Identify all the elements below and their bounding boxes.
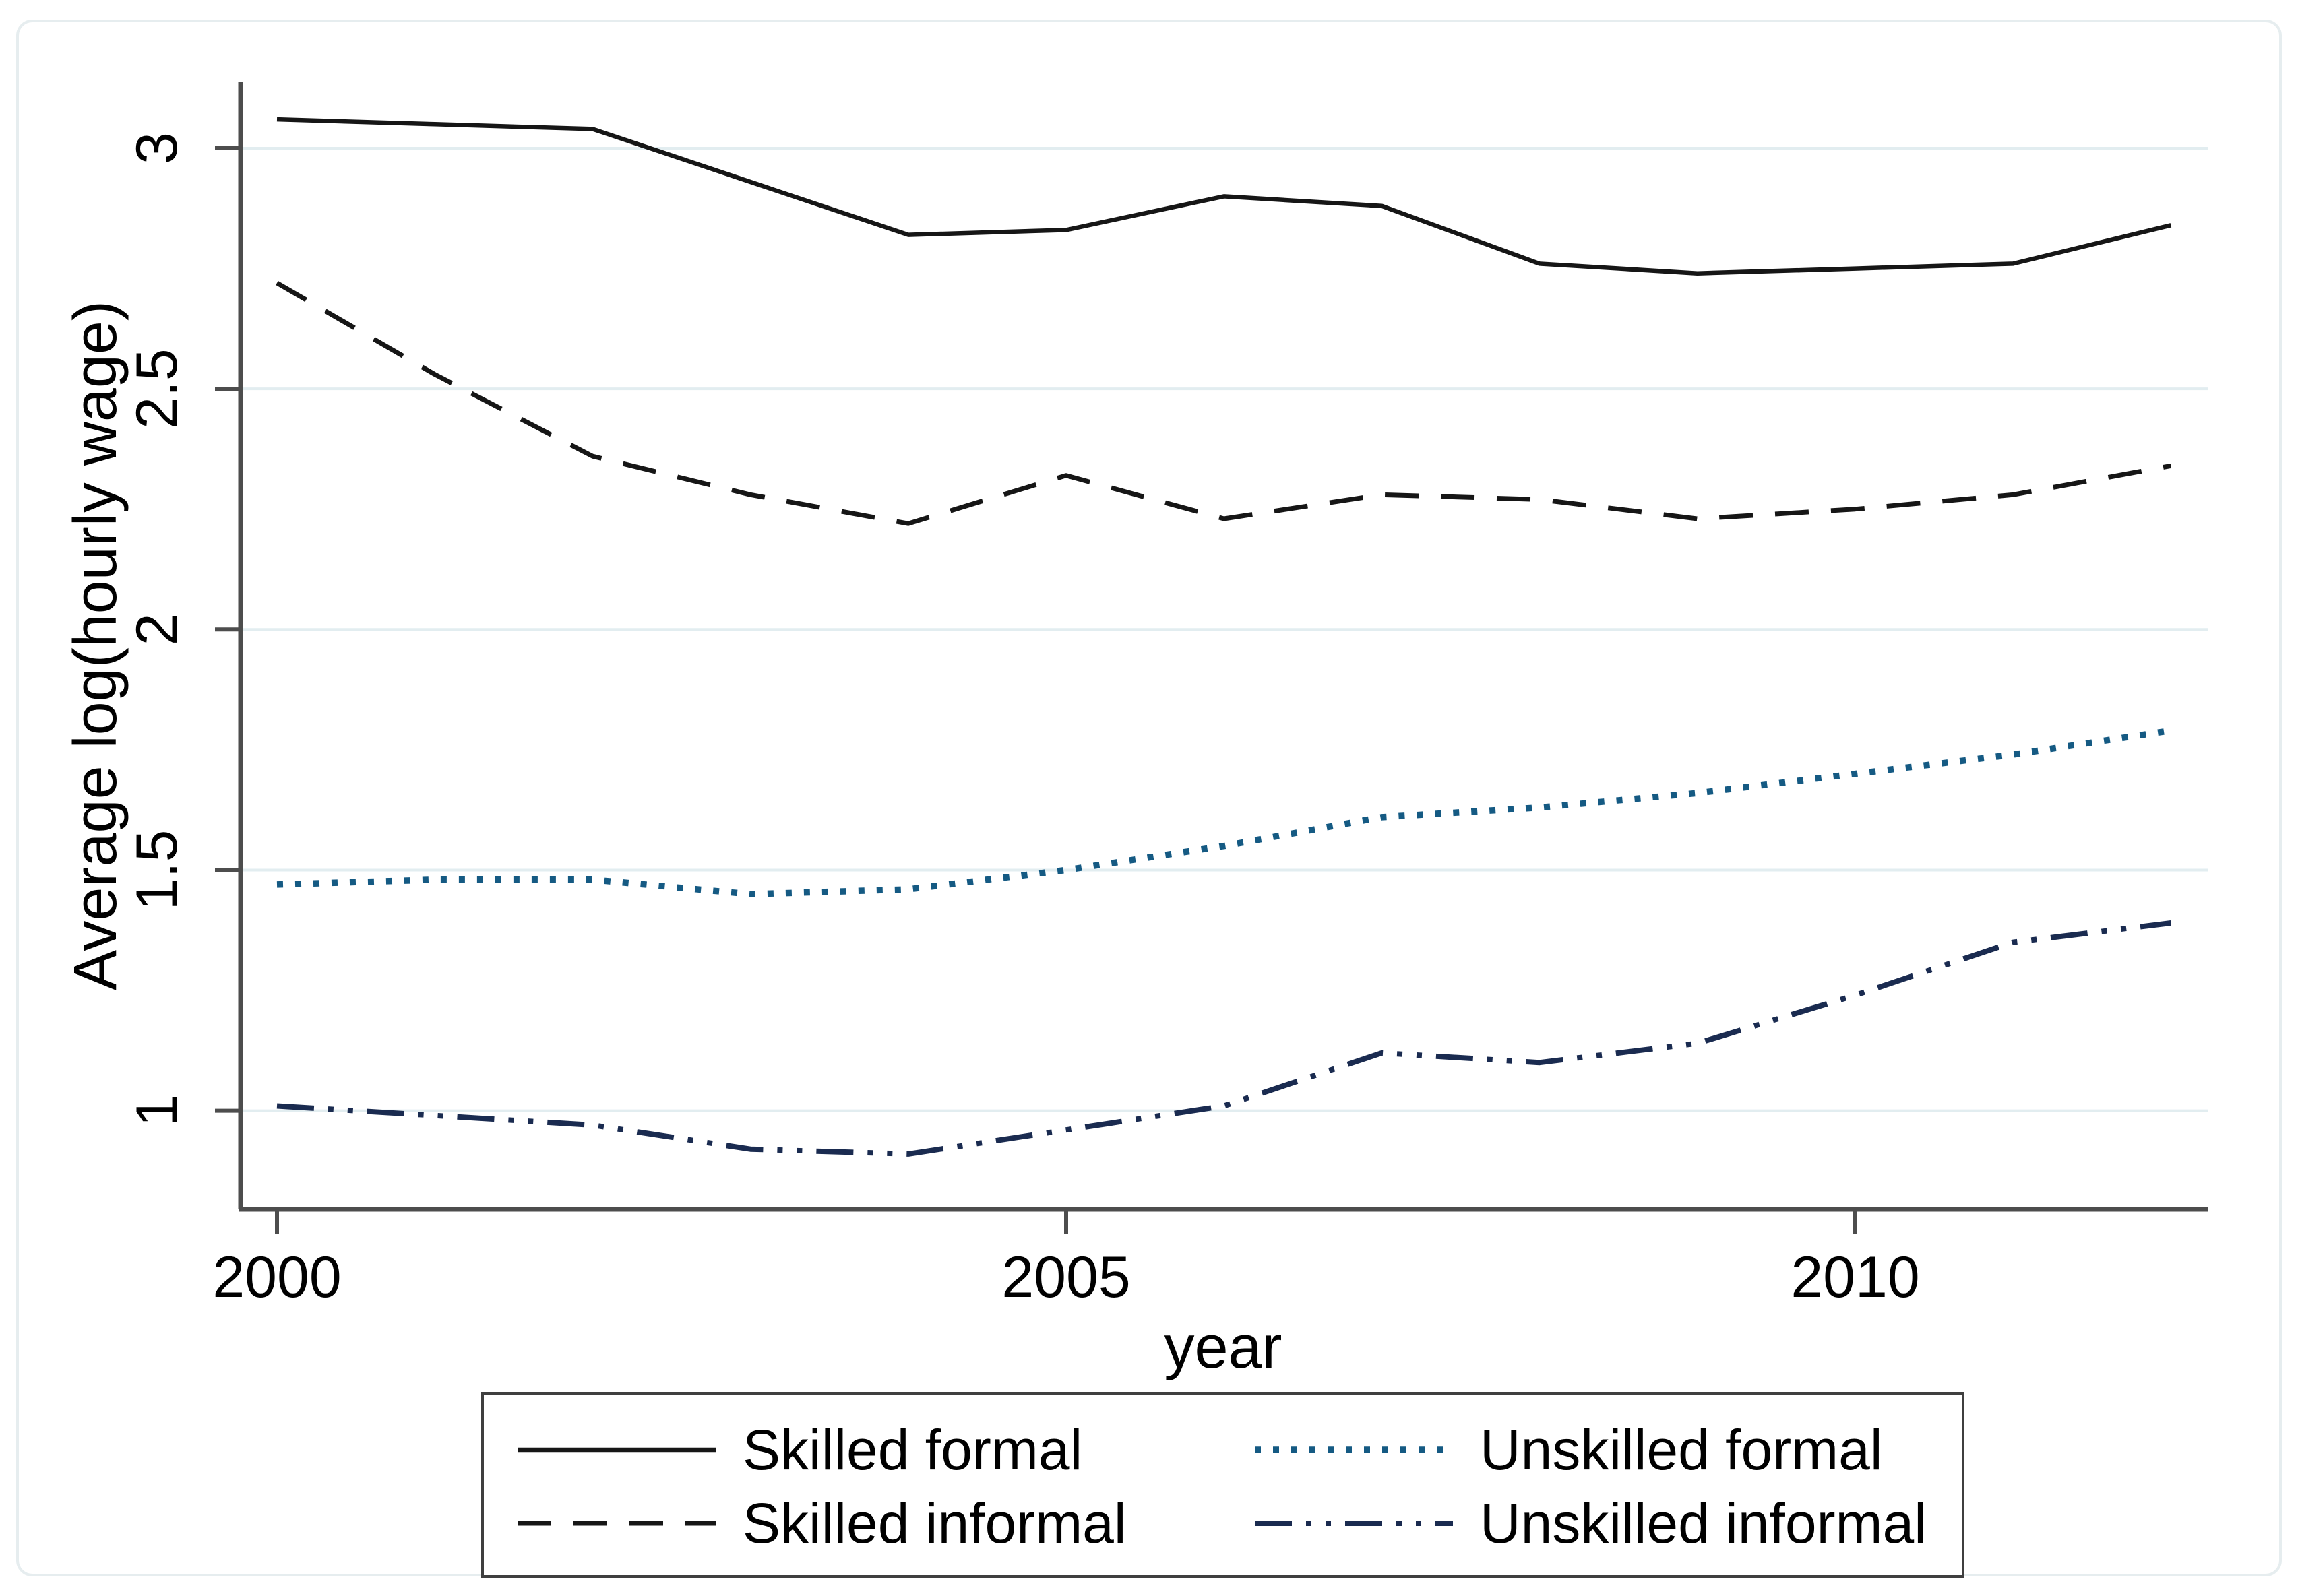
series-line-unskilled-formal <box>276 727 2172 897</box>
legend: Skilled formal Skilled informal Unskille… <box>481 1392 1964 1578</box>
x-tick-label-1: 2005 <box>1001 1245 1130 1310</box>
legend-entry-unskilled-formal: Unskilled formal <box>1255 1418 1883 1481</box>
gridlines-group <box>241 147 2208 1112</box>
y-tick-label-3: 1.5 <box>125 830 189 911</box>
tick-marks-group <box>215 146 1857 1234</box>
x-axis-title: year <box>1164 1314 1282 1381</box>
y-tick-label-2: 2 <box>125 613 189 645</box>
y-tick-label-0: 3 <box>125 132 189 164</box>
legend-label: Skilled informal <box>743 1492 1127 1555</box>
x-tick-label-0: 2000 <box>212 1245 341 1310</box>
x-tick-label-2: 2010 <box>1791 1245 1919 1310</box>
legend-entry-skilled-formal: Skilled formal <box>518 1418 1082 1481</box>
legend-label: Unskilled formal <box>1480 1418 1883 1481</box>
y-axis-title: Average log(hourly wage) <box>62 300 129 990</box>
y-tick-label-1: 2.5 <box>125 348 189 429</box>
y-tick-label-4: 1 <box>125 1095 189 1127</box>
legend-label: Skilled formal <box>743 1418 1082 1481</box>
legend-entry-skilled-informal: Skilled informal <box>518 1492 1127 1555</box>
series-lines-group <box>276 117 2172 1157</box>
series-line-skilled-formal <box>276 117 2172 276</box>
legend-entry-unskilled-informal: Unskilled informal <box>1255 1492 1927 1555</box>
figure-border <box>16 20 2282 1576</box>
series-line-skilled-informal <box>276 280 2172 526</box>
legend-box <box>481 1392 1964 1578</box>
series-line-unskilled-informal <box>276 920 2171 1157</box>
legend-label: Unskilled informal <box>1480 1492 1927 1555</box>
